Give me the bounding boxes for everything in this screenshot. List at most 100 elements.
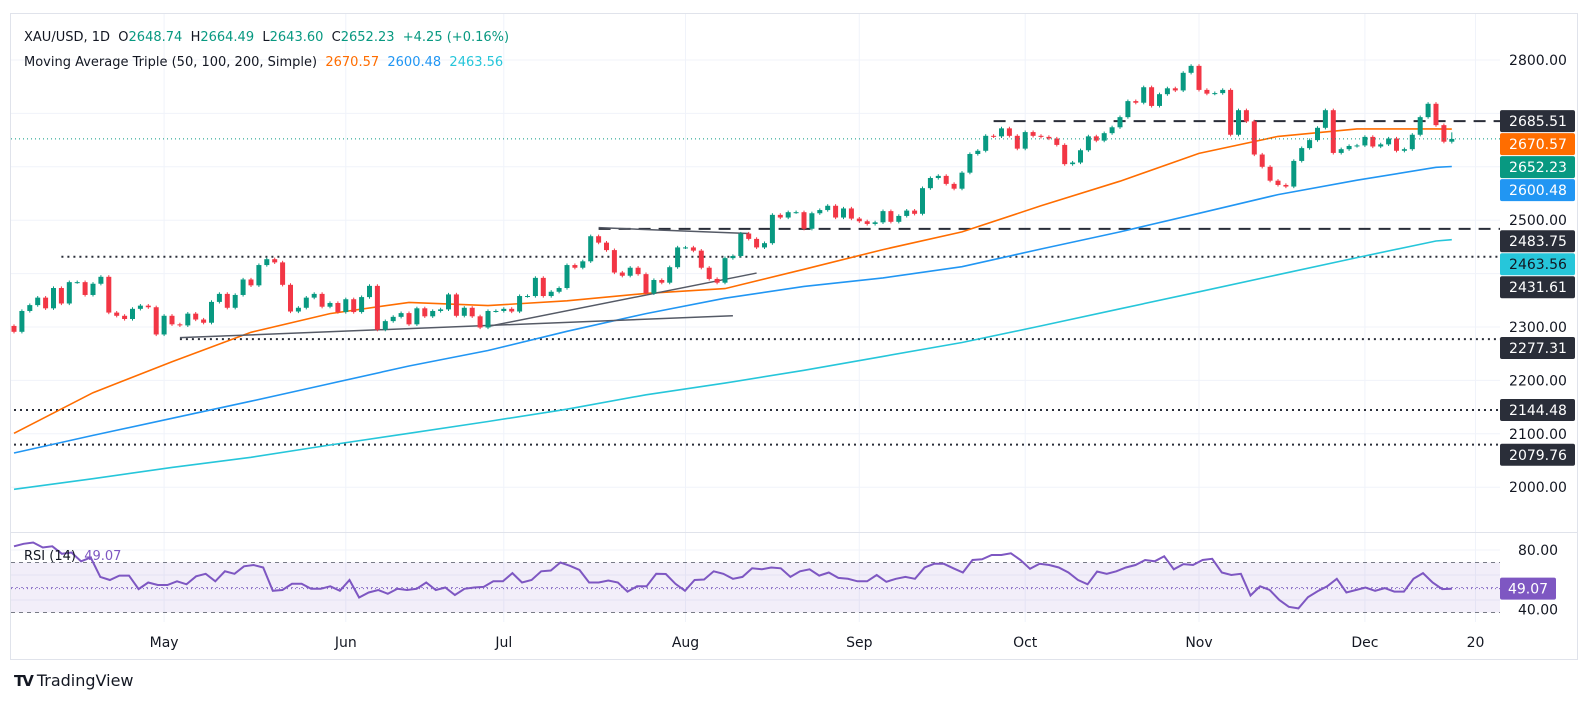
open-label: O [118, 30, 129, 45]
price-tick-label: 2100.00 [1509, 427, 1567, 443]
candle-body [888, 211, 894, 222]
candle-body [193, 313, 199, 320]
candle-body [588, 236, 594, 262]
candle-body [698, 250, 704, 268]
candle-body [422, 308, 428, 317]
trendlines[interactable] [179, 226, 757, 339]
candle [1449, 132, 1455, 144]
candle-body [51, 288, 56, 309]
candle [730, 254, 736, 260]
ma-legend[interactable]: Moving Average Triple (50, 100, 200, Sim… [24, 55, 503, 71]
candle [1275, 179, 1281, 187]
candle [367, 284, 372, 299]
ma200-line [13, 238, 1452, 491]
candle-body [1188, 65, 1194, 73]
price-tick-label: 2500.00 [1509, 213, 1567, 229]
candle [169, 314, 175, 326]
candle-body [1354, 145, 1360, 147]
candle [1101, 131, 1107, 143]
candle [1125, 99, 1131, 119]
candle [1014, 134, 1020, 151]
candle [130, 307, 135, 321]
candle [98, 275, 104, 286]
candle [248, 277, 254, 287]
candle-body [738, 233, 744, 256]
candle-body [461, 307, 467, 316]
candle [1338, 147, 1344, 155]
candle [1315, 126, 1320, 142]
candle [809, 211, 815, 231]
candle [137, 304, 143, 311]
candle [1204, 88, 1210, 96]
candle [627, 266, 633, 278]
candle [864, 219, 870, 226]
candle [1022, 130, 1028, 151]
candle-body [406, 313, 412, 325]
candle-body [1212, 93, 1218, 95]
candle-body [264, 259, 270, 266]
candle [619, 270, 625, 278]
candle-body [967, 153, 973, 173]
tradingview-logo-text: TradingView [36, 671, 134, 690]
rsi-line [13, 541, 1452, 610]
tradingview-logo[interactable]: TV TradingView [14, 671, 134, 690]
candle-body [1196, 65, 1202, 90]
candle [114, 310, 120, 318]
time-axis[interactable]: May Jun Jul Aug Sep Oct Nov Dec 20 [150, 635, 1485, 651]
candle-body [817, 210, 823, 214]
high-value: 2664.49 [200, 30, 255, 45]
candle-body [611, 250, 617, 273]
candle-body [809, 213, 815, 229]
candle-body [604, 242, 609, 251]
price-badge: 2144.48 [1500, 399, 1575, 422]
candle [1006, 126, 1012, 138]
time-tick-label: Sep [846, 635, 873, 651]
candle-body [517, 296, 523, 312]
candle-body [1243, 110, 1249, 122]
candle [785, 210, 791, 220]
candle-body [169, 315, 175, 325]
symbol-legend[interactable]: XAU/USD, 1D O2648.74 H2664.49 L2643.60 C… [24, 30, 509, 46]
candle [572, 263, 578, 270]
candle-body [43, 297, 49, 309]
candle [406, 311, 412, 326]
candle [1078, 148, 1083, 165]
candle [446, 292, 451, 311]
trendline [179, 315, 733, 339]
candle-body [730, 255, 736, 259]
candle-body [722, 258, 728, 283]
rsi-value: 49.07 [84, 549, 122, 564]
candle [1054, 136, 1060, 147]
price-axis[interactable]: 2800.00 2685.51 2670.57 2652.23 2600.48 2500.… [1500, 53, 1575, 496]
candle-body [414, 308, 420, 325]
price-badge-bg [1500, 253, 1575, 276]
rsi-axis[interactable]: 80.00 49.07 40.00 [1500, 543, 1558, 619]
candle [501, 307, 507, 313]
candle-body [335, 302, 341, 313]
candle [525, 294, 530, 298]
candle [1188, 64, 1194, 75]
candle [319, 292, 325, 309]
candle [1441, 123, 1447, 144]
price-badge: 2079.76 [1500, 443, 1575, 466]
candle [1425, 102, 1431, 119]
candle-body [659, 280, 665, 283]
candle-body [991, 135, 997, 137]
candle [509, 307, 515, 314]
candle-body [675, 247, 681, 268]
candle-body [343, 299, 349, 313]
candle [635, 266, 641, 276]
candle [896, 214, 902, 224]
candle [335, 301, 341, 314]
candle-body [248, 279, 254, 286]
candle-body [904, 210, 910, 216]
rsi-badge-label: 49.07 [1508, 582, 1548, 598]
price-badge-bg [1500, 443, 1575, 466]
candle-body [580, 261, 586, 268]
rsi-legend[interactable]: RSI (14) 49.07 [24, 549, 121, 564]
ma50-value: 2670.57 [325, 55, 380, 70]
candle-body [145, 305, 151, 308]
candle [295, 306, 301, 314]
candle-body [651, 280, 657, 294]
